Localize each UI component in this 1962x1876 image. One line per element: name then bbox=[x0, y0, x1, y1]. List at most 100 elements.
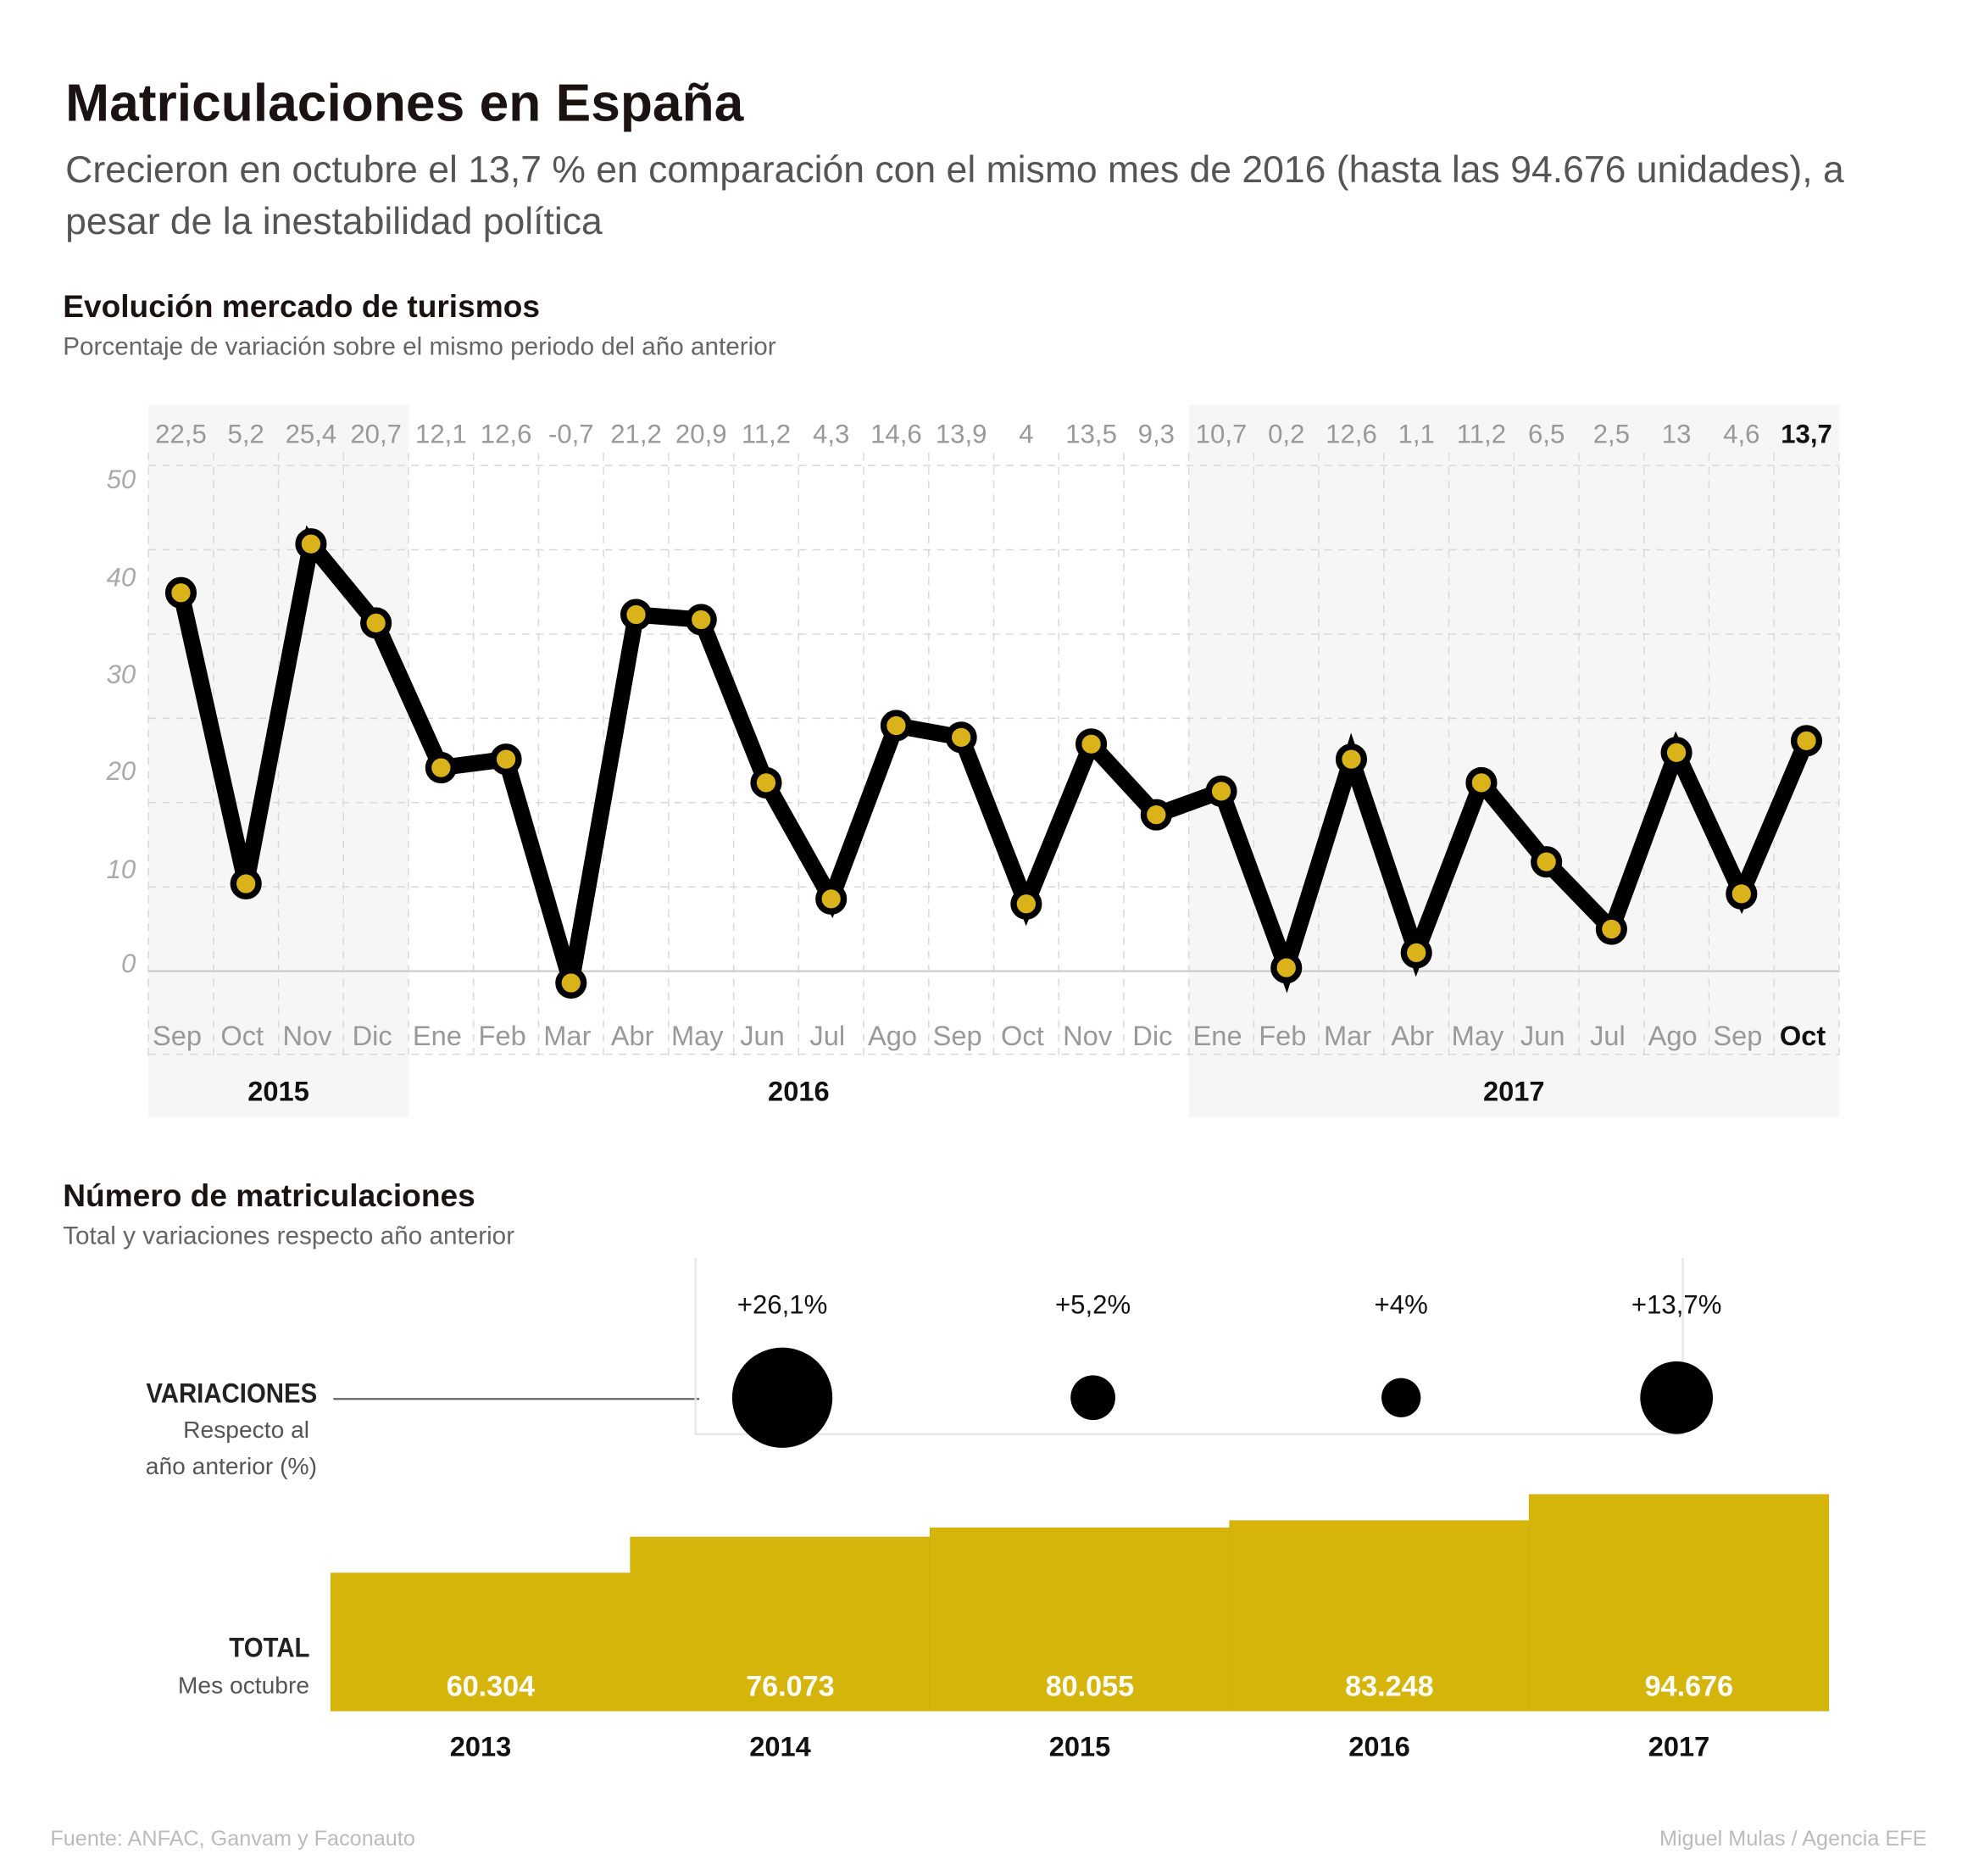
month-label: Ene bbox=[413, 1020, 462, 1051]
variation-label: +13,7% bbox=[1631, 1289, 1722, 1319]
y-tick-label: 0 bbox=[121, 949, 136, 978]
value-label: -0,7 bbox=[548, 419, 594, 448]
bar-chart-title: Número de matriculaciones bbox=[63, 1178, 475, 1215]
bar bbox=[330, 1573, 631, 1712]
value-label: 12,6 bbox=[481, 419, 532, 448]
value-label: 20,7 bbox=[350, 419, 402, 448]
value-label: 14,6 bbox=[870, 419, 922, 448]
y-tick-label: 20 bbox=[106, 756, 136, 786]
data-point bbox=[750, 766, 782, 799]
value-label: 5,2 bbox=[228, 419, 264, 448]
source-note: Fuente: ANFAC, Ganvam y Faconauto bbox=[50, 1826, 415, 1851]
frame-line bbox=[694, 1258, 1684, 1435]
data-point bbox=[1140, 799, 1172, 831]
variation-bubble bbox=[1381, 1378, 1421, 1417]
data-point bbox=[945, 721, 977, 754]
data-point bbox=[1595, 913, 1627, 945]
data-point bbox=[164, 576, 197, 609]
month-label: Oct bbox=[220, 1020, 264, 1051]
data-point bbox=[1400, 937, 1432, 969]
data-point bbox=[685, 604, 717, 636]
data-point bbox=[490, 743, 522, 776]
data-point bbox=[1205, 775, 1237, 807]
value-label: 9,3 bbox=[1138, 419, 1175, 448]
variations-sub1: Respecto al bbox=[183, 1417, 310, 1445]
value-label: 11,2 bbox=[1457, 419, 1506, 448]
data-point bbox=[230, 867, 262, 900]
month-label: Ene bbox=[1193, 1020, 1242, 1051]
value-label: 11,2 bbox=[742, 419, 791, 448]
value-label: 13,7 bbox=[1781, 419, 1832, 448]
month-label: Sep bbox=[1713, 1020, 1762, 1051]
value-label: 1,1 bbox=[1398, 419, 1435, 448]
variation-label: +4% bbox=[1375, 1289, 1428, 1319]
page-subtitle: Crecieron en octubre el 13,7 % en compar… bbox=[65, 149, 1844, 243]
data-point bbox=[1726, 877, 1758, 910]
y-tick-label: 40 bbox=[107, 563, 136, 593]
year-label: 2017 bbox=[1483, 1076, 1545, 1107]
data-point bbox=[555, 966, 587, 999]
bar-value-label: 60.304 bbox=[447, 1670, 535, 1702]
year-label: 2015 bbox=[1049, 1731, 1111, 1762]
bar-value-label: 76.073 bbox=[746, 1670, 834, 1702]
bar bbox=[1229, 1520, 1530, 1712]
month-label: Sep bbox=[153, 1020, 202, 1051]
month-label: Ago bbox=[868, 1020, 917, 1051]
data-point bbox=[1270, 952, 1303, 984]
bar bbox=[929, 1528, 1231, 1712]
data-point bbox=[295, 528, 327, 560]
value-label: 12,6 bbox=[1326, 419, 1377, 448]
month-label: Jun bbox=[740, 1020, 785, 1051]
variation-bubble bbox=[1070, 1375, 1115, 1421]
page-title: Matriculaciones en España bbox=[65, 73, 744, 132]
line-chart-title: Evolución mercado de turismos bbox=[63, 289, 541, 325]
value-label: 20,9 bbox=[675, 419, 727, 448]
line-chart: 50 40 30 20 10 0 22,5 5,2 25,4 20,7 12,1 12,6 -0,7 21… bbox=[106, 404, 1840, 1117]
total-sub: Mes octubre bbox=[177, 1673, 310, 1700]
variation-label: +26,1% bbox=[737, 1289, 828, 1319]
month-label: Jul bbox=[1590, 1020, 1626, 1051]
value-label: 13 bbox=[1662, 419, 1692, 448]
month-label: Nov bbox=[282, 1020, 332, 1051]
bar-value-label: 83.248 bbox=[1345, 1670, 1433, 1702]
value-label: 13,5 bbox=[1065, 419, 1117, 448]
month-label: Sep bbox=[933, 1020, 982, 1051]
total-label: TOTAL bbox=[228, 1631, 310, 1663]
value-label: 21,2 bbox=[610, 419, 662, 448]
month-label: Oct bbox=[1001, 1020, 1044, 1051]
year-label: 2014 bbox=[749, 1731, 811, 1762]
value-label: 2,5 bbox=[1593, 419, 1630, 448]
value-label: 22,5 bbox=[155, 419, 207, 448]
data-point bbox=[1660, 737, 1692, 769]
month-label: Feb bbox=[479, 1020, 526, 1051]
month-label: Mar bbox=[1324, 1020, 1371, 1051]
variation-bubble bbox=[731, 1347, 833, 1448]
month-label: Dic bbox=[1132, 1020, 1172, 1051]
bar-chart-subtitle: Total y variaciones respecto año anterio… bbox=[63, 1222, 515, 1251]
bar bbox=[1528, 1494, 1830, 1712]
data-point bbox=[425, 752, 457, 784]
month-label: Jun bbox=[1520, 1020, 1565, 1051]
month-label: Abr bbox=[1391, 1020, 1434, 1051]
month-label: May bbox=[671, 1020, 724, 1051]
value-label: 0,2 bbox=[1268, 419, 1304, 448]
year-label: 2017 bbox=[1648, 1731, 1710, 1762]
y-tick-label: 10 bbox=[107, 854, 136, 884]
data-point bbox=[1075, 728, 1108, 760]
month-label: Nov bbox=[1063, 1020, 1113, 1051]
month-label: Mar bbox=[543, 1020, 591, 1051]
value-label: 13,9 bbox=[936, 419, 987, 448]
variation-bubble bbox=[1640, 1361, 1714, 1434]
year-label: 2013 bbox=[450, 1731, 512, 1762]
data-point bbox=[880, 710, 912, 742]
data-point bbox=[1790, 725, 1823, 757]
year-label: 2016 bbox=[768, 1076, 830, 1107]
value-label: 4,6 bbox=[1723, 419, 1759, 448]
data-point bbox=[1465, 766, 1498, 799]
value-label: 4,3 bbox=[813, 419, 849, 448]
month-label: May bbox=[1452, 1020, 1504, 1051]
month-label: Feb bbox=[1259, 1020, 1306, 1051]
value-label: 25,4 bbox=[286, 419, 337, 448]
value-label: 12,1 bbox=[415, 419, 467, 448]
